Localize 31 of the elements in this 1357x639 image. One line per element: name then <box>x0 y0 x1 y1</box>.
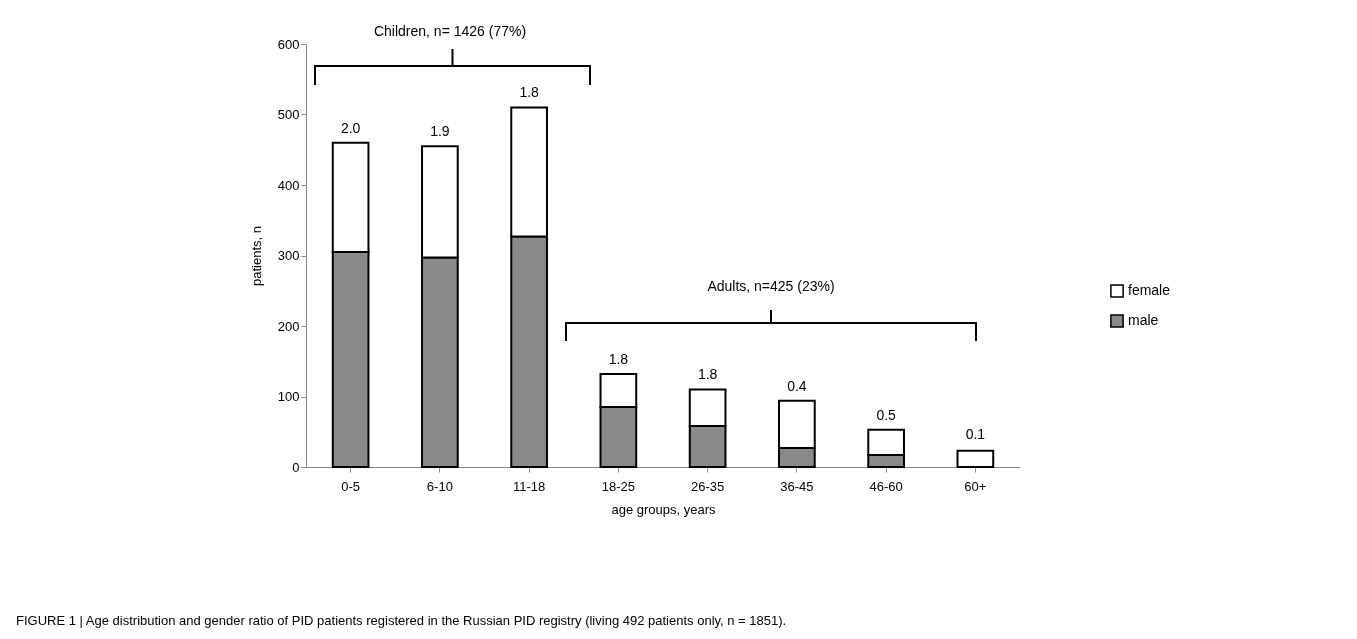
annotation: 0.1 <box>965 426 986 443</box>
legend-label: male <box>1128 312 1159 328</box>
x-tick-label: 26-35 <box>691 478 725 494</box>
annotation: Adults, n=425 (23%) <box>707 278 835 294</box>
annotation: 0.4 <box>787 377 807 394</box>
y-tick-label: 400 <box>277 177 300 193</box>
x-tick-label: 60+ <box>964 478 987 494</box>
caption: FIGURE 1 | Age distribution and gender ratio of PID patients registered in the Russian PID registry (living 492 patients only, n = 1851). <box>16 613 787 628</box>
text: Children, n= 1426 (77%) <box>373 23 527 39</box>
x-axis-title: age groups, years <box>611 501 717 517</box>
y-axis-title: patients, n <box>248 226 264 286</box>
y-tick-label: 300 <box>277 248 300 263</box>
annotation: 1.8 <box>608 350 629 367</box>
x-tick-label: 0-5 <box>341 478 361 494</box>
x-tick-label: 46-60 <box>869 478 903 494</box>
x-tick-label: 11-18 <box>512 478 546 494</box>
y-tick-label: 200 <box>277 318 300 334</box>
bar <box>956 449 995 468</box>
annotation: 2.0 <box>340 119 361 136</box>
x-tick-label: 6-10 <box>426 478 453 494</box>
annotation: 0.5 <box>876 406 897 423</box>
x-tick-label: 18-25 <box>601 478 635 494</box>
annotation: 1.9 <box>430 123 450 140</box>
y-tick-label: 500 <box>277 107 300 122</box>
x-tick-label: 36-45 <box>780 478 814 494</box>
y-tick-label: 600 <box>277 36 300 52</box>
legend-label: female <box>1128 282 1171 298</box>
y-tick-label: 100 <box>277 389 300 404</box>
annotation: 1.8 <box>519 84 540 101</box>
y-tick-label: 0 <box>292 459 300 475</box>
annotation: 1.8 <box>697 366 718 383</box>
